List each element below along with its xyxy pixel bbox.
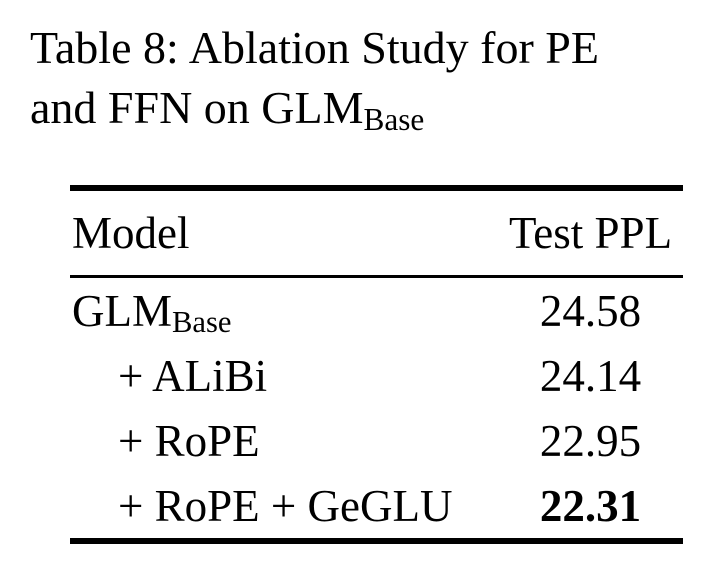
caption-title-part2: and FFN on GLM: [30, 82, 364, 133]
ppl-value: 24.14: [539, 350, 642, 401]
table-caption: Table 8: Ablation Study for PE and FFN on…: [30, 18, 599, 138]
header-test-ppl: Test PPL: [508, 208, 673, 258]
model-cell: + RoPE + GeGLU: [118, 480, 453, 531]
caption-line-1: Table 8: Ablation Study for PE: [30, 18, 599, 78]
model-name: GLM: [72, 285, 172, 336]
ppl-value: 24.58: [539, 285, 642, 336]
table-row: GLMBase 24.58: [70, 278, 683, 343]
ppl-value: 22.95: [539, 415, 642, 466]
table-header-row: Model Test PPL: [70, 191, 683, 275]
table-bottom-rule: [70, 538, 683, 544]
ablation-table: Model Test PPL GLMBase 24.58 + ALiBi 24.…: [70, 185, 683, 544]
caption-title-part1: Ablation Study for PE: [188, 22, 599, 73]
table-row: + RoPE 22.95: [70, 408, 683, 473]
caption-subscript: Base: [363, 101, 425, 137]
table-row: + ALiBi 24.14: [70, 343, 683, 408]
model-cell: + ALiBi: [118, 350, 268, 401]
caption-line-2: and FFN on GLMBase: [30, 78, 599, 138]
caption-label: Table 8:: [30, 22, 179, 73]
table-row: + RoPE + GeGLU 22.31: [70, 473, 683, 538]
model-cell: GLMBase: [70, 285, 498, 340]
model-cell: + RoPE: [118, 415, 260, 466]
table-top-rule: [70, 185, 683, 191]
ppl-value-best: 22.31: [539, 480, 642, 531]
table-body: GLMBase 24.58 + ALiBi 24.14 + RoPE 22.95…: [70, 278, 683, 538]
model-subscript: Base: [172, 305, 232, 340]
table-mid-rule: [70, 275, 683, 278]
header-model: Model: [72, 208, 190, 258]
